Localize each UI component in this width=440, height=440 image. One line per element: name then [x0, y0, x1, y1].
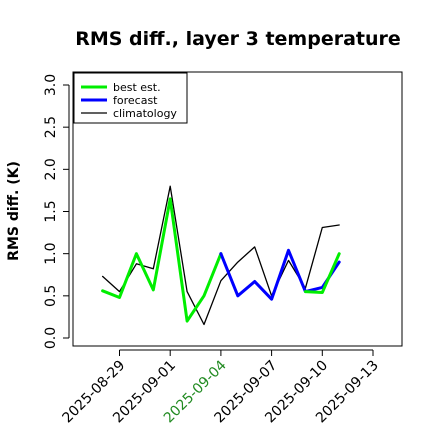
y-tick-label: 1.5	[43, 200, 59, 222]
series-layer	[101, 185, 341, 326]
plot-frame	[72, 71, 403, 347]
y-axis-label: RMS diff. (K)	[6, 161, 22, 261]
y-tick-label: 0.5	[43, 285, 59, 307]
series-line-best-est	[101, 197, 223, 323]
series-line-forecast	[219, 248, 341, 301]
x-axis: 2025-08-292025-09-012025-09-042025-09-07…	[59, 349, 382, 426]
y-axis: 0.0 0.5 1.0 1.5 2.0 2.5 3.0	[43, 74, 70, 349]
y-tick-label: 3.0	[43, 74, 59, 96]
legend-box	[73, 72, 188, 124]
y-tick-label: 1.0	[43, 243, 59, 265]
legend-label: best est.	[113, 81, 161, 94]
y-tick-label: 0.0	[43, 327, 59, 349]
chart-title: RMS diff., layer 3 temperature	[75, 28, 401, 50]
y-tick-label: 2.5	[43, 116, 59, 138]
legend-label: forecast	[113, 94, 158, 107]
y-tick-label: 2.0	[43, 158, 59, 180]
series-line-best-est-recent	[303, 252, 341, 294]
legend-label: climatology	[113, 107, 177, 120]
